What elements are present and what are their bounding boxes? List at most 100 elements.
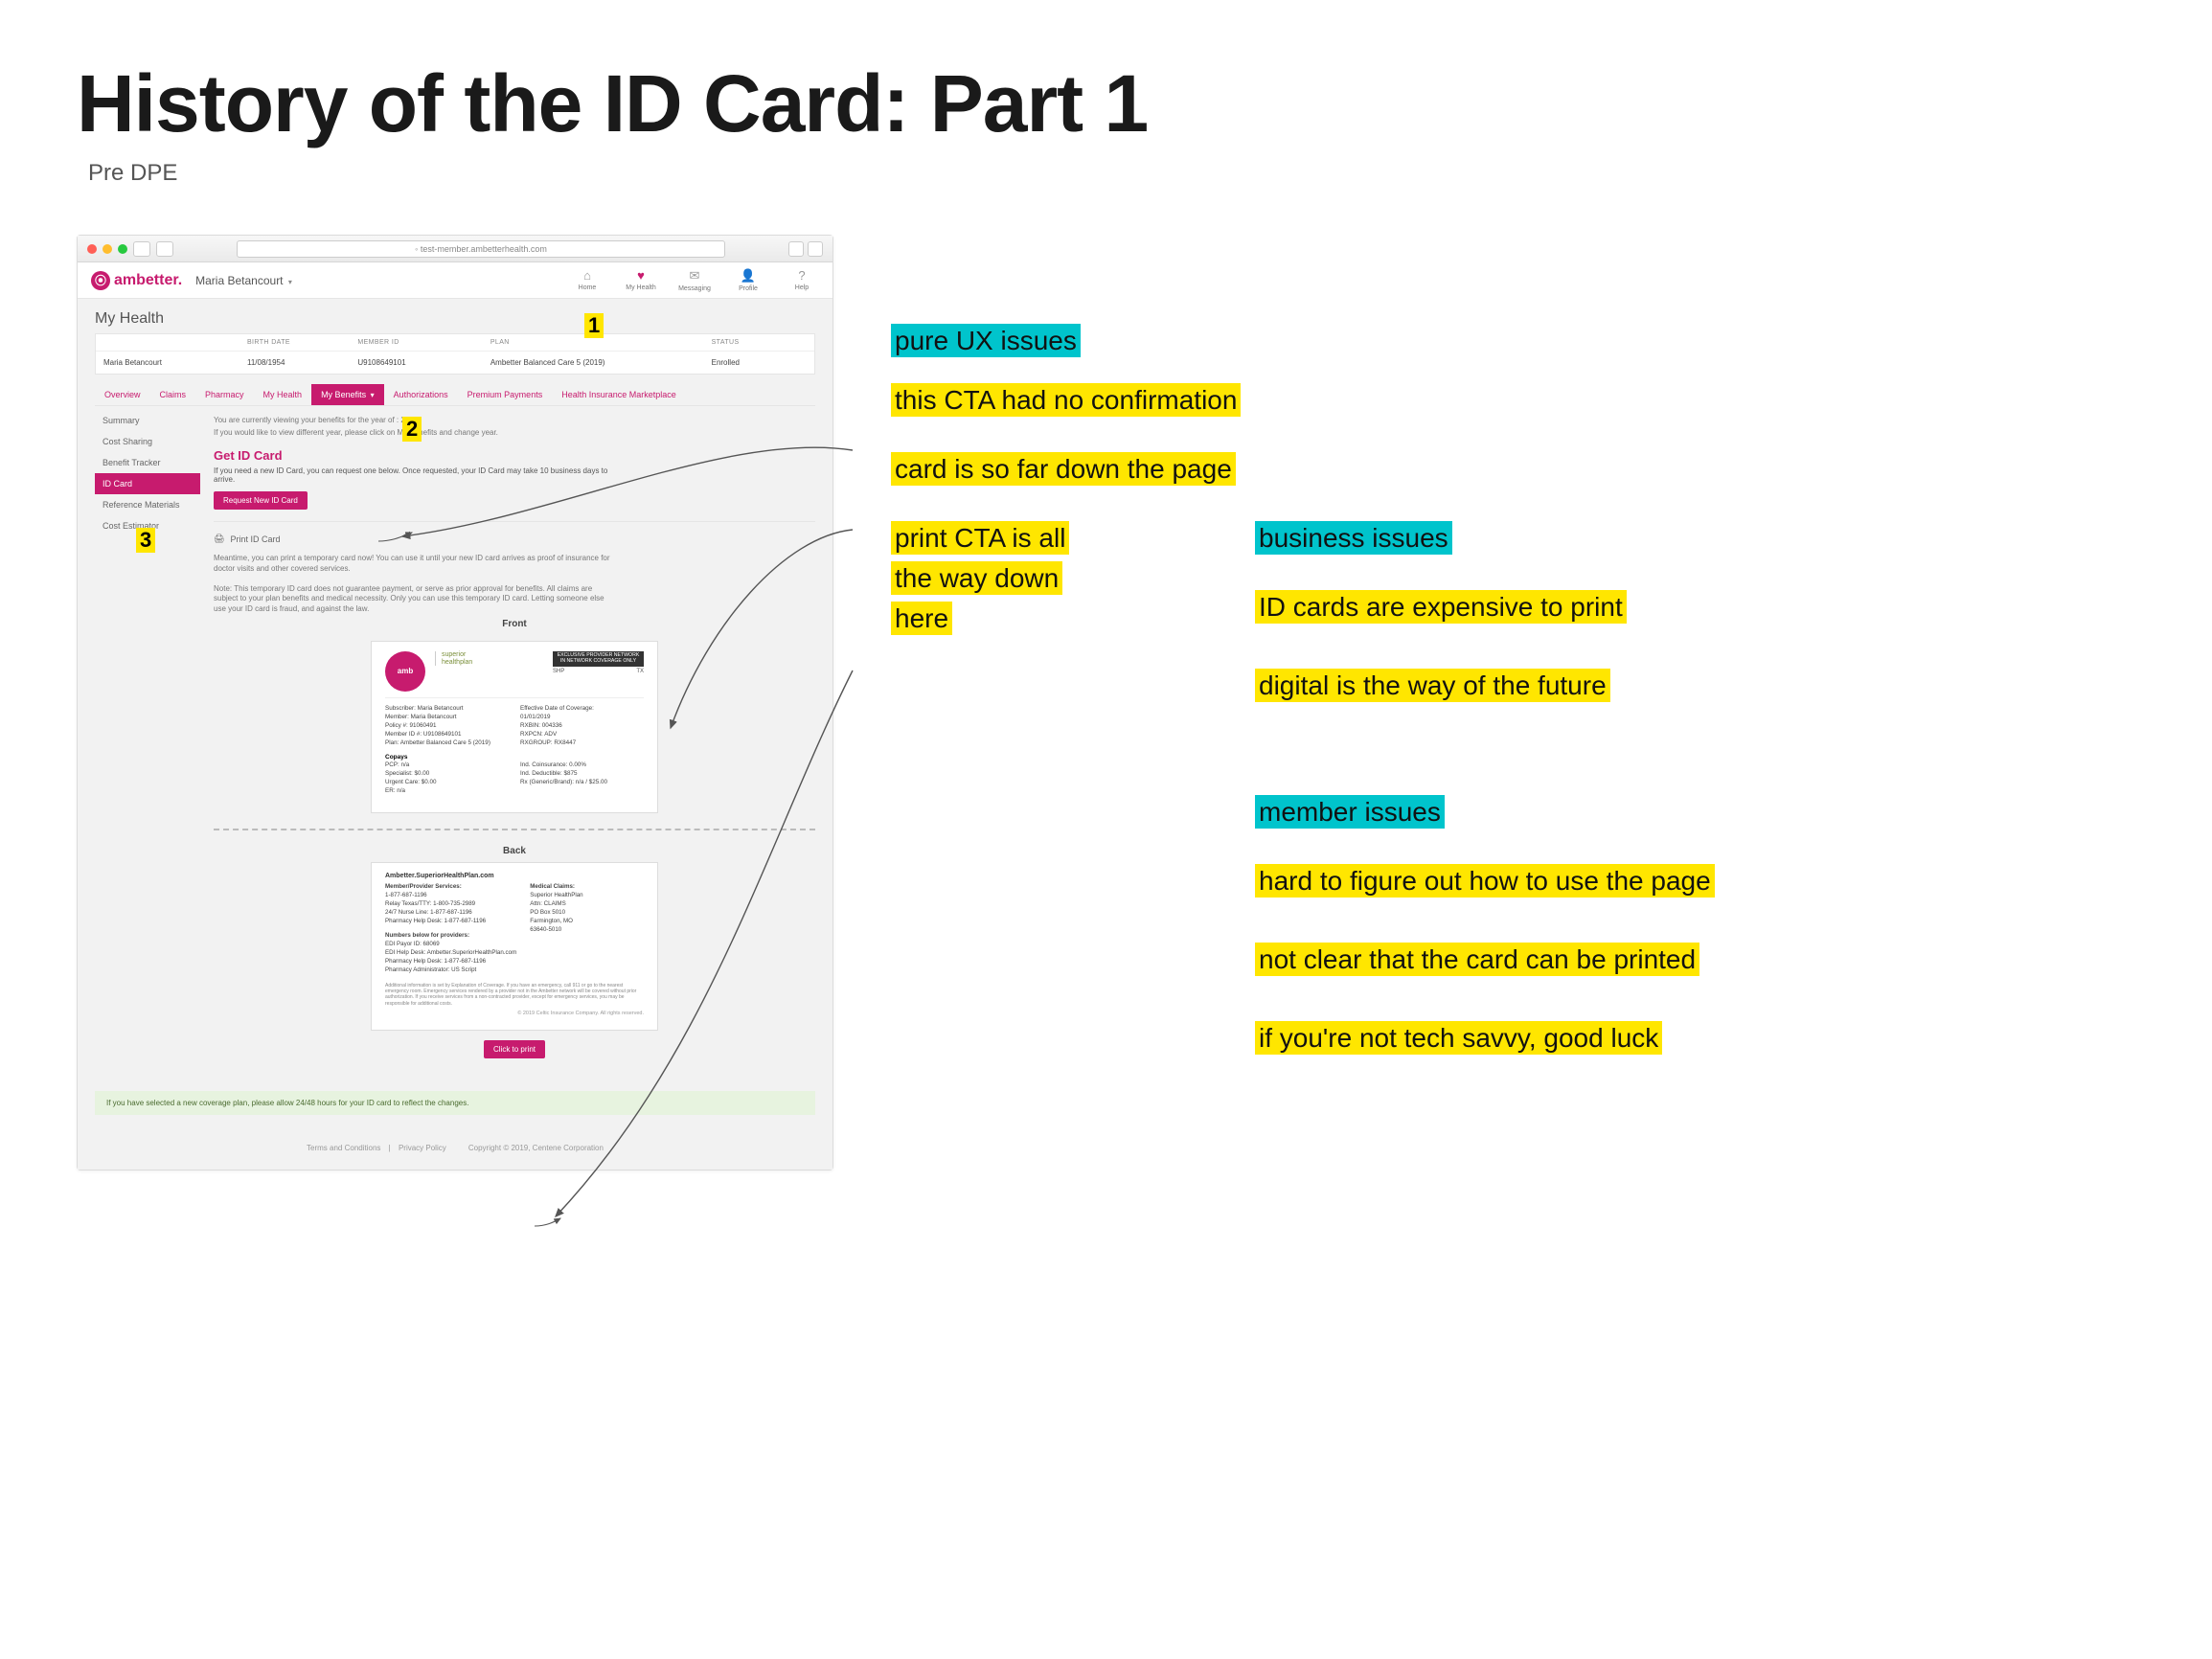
click-to-print-button[interactable]: Click to print [484,1040,545,1058]
close-dot[interactable] [87,244,97,254]
ambetter-logo[interactable]: ⦿ ambetter. [91,271,182,290]
help-icon: ? [798,268,805,283]
chevron-down-icon: ▾ [288,278,292,286]
year-notice-2: If you would like to view different year… [214,428,815,437]
mem-issue-1: hard to figure out how to use the page [1255,864,1715,898]
sidebar-benefit-tracker[interactable]: Benefit Tracker [95,452,200,473]
app-body: ⦿ ambetter. Maria Betancourt ▾ ⌂Home ♥My… [78,262,832,1170]
ux-issue-2: card is so far down the page [891,452,1236,486]
year-notice: You are currently viewing your benefits … [214,416,815,424]
biz-issue-1: ID cards are expensive to print [1255,590,1627,624]
nav-profile[interactable]: 👤Profile [731,268,765,292]
user-name: Maria Betancourt [195,274,283,287]
sidebar-reference[interactable]: Reference Materials [95,494,200,515]
forward-button[interactable] [156,241,173,257]
tabs: Overview Claims Pharmacy My Health My Be… [95,384,815,406]
back-label: Back [214,846,815,856]
copays-heading: Copays [385,754,644,761]
slide-title: History of the ID Card: Part 1 [77,57,2135,150]
tab-overview[interactable]: Overview [95,384,150,405]
nav-home[interactable]: ⌂Home [570,268,604,292]
footer-privacy[interactable]: Privacy Policy [399,1144,446,1152]
browser-right-icons [788,241,823,257]
nav-messaging[interactable]: ✉Messaging [677,268,712,292]
front-label: Front [214,619,815,629]
card-front-left: Subscriber: Maria Betancourt Member: Mar… [385,704,509,748]
share-icon[interactable] [788,241,804,257]
meantime-note: Meantime, you can print a temporary card… [214,554,616,575]
copays-right: Ind. Coinsurance: 0.00% Ind. Deductible:… [520,761,644,796]
member-issues-heading: member issues [1255,795,1445,829]
tabs-icon[interactable] [808,241,823,257]
dashed-divider [214,829,815,830]
divider [214,521,815,522]
back-button[interactable] [133,241,150,257]
biz-issue-2: digital is the way of the future [1255,669,1610,702]
ux-issue-3-line3: here [891,602,952,635]
back-url: Ambetter.SuperiorHealthPlan.com [385,873,644,879]
ux-issue-3-line1: print CTA is all [891,521,1069,555]
footer-terms[interactable]: Terms and Conditions [307,1144,380,1152]
back-right: Medical Claims: Superior HealthPlan Attn… [530,883,582,975]
id-card-back: Ambetter.SuperiorHealthPlan.com Member/P… [371,862,658,1031]
logo-text: ambetter. [114,272,182,289]
marker-3: 3 [136,528,155,553]
sidebar: Summary Cost Sharing Benefit Tracker ID … [95,406,200,1078]
url-bar[interactable]: ◦ test-member.ambetterhealth.com [237,240,725,258]
home-icon: ⌂ [583,268,591,283]
screenshot-column: 1 2 3 ◦ test-member.ambetterhealth.com [77,235,833,1170]
marker-2: 2 [402,417,422,442]
mail-icon: ✉ [690,268,700,284]
header-nav-icons: ⌂Home ♥My Health ✉Messaging 👤Profile ?He… [570,268,819,292]
card-sublogo: superior healthplan [435,651,472,666]
browser-top-bar: ◦ test-member.ambetterhealth.com [78,236,832,262]
card-copyright: © 2019 Celtic Insurance Company. All rig… [385,1011,644,1016]
business-issues-heading: business issues [1255,521,1452,555]
traffic-lights [87,244,127,254]
back-left: Member/Provider Services: 1-877-687-1196… [385,883,516,975]
tab-my-benefits[interactable]: My Benefits ▾ [311,384,384,405]
logo-mark: ⦿ [91,271,110,290]
tab-marketplace[interactable]: Health Insurance Marketplace [552,384,686,405]
sidebar-summary[interactable]: Summary [95,410,200,431]
ux-issue-1: this CTA had no confirmation [891,383,1241,417]
mem-issue-3: if you're not tech savvy, good luck [1255,1021,1662,1055]
temp-card-note: Note: This temporary ID card does not gu… [214,584,616,615]
network-badge: EXCLUSIVE PROVIDER NETWORK IN NETWORK CO… [553,651,644,667]
card-front-right: Effective Date of Coverage: 01/01/2019 R… [520,704,644,748]
nav-my-health[interactable]: ♥My Health [624,268,658,292]
get-id-card-title: Get ID Card [214,448,815,463]
tab-pharmacy[interactable]: Pharmacy [195,384,254,405]
get-id-card-sub: If you need a new ID Card, you can reque… [214,466,616,484]
slide-subtitle: Pre DPE [88,160,2135,187]
member-summary-table: BIRTH DATE MEMBER ID PLAN STATUS Maria B… [95,333,815,375]
tab-my-health[interactable]: My Health [254,384,312,405]
print-id-card-row[interactable]: 🖨 Print ID Card [214,534,815,544]
request-card-button[interactable]: Request New ID Card [214,491,308,510]
fine-print: Additional information is set by Explana… [385,983,644,1007]
browser-window: ◦ test-member.ambetterhealth.com ⦿ ambet… [77,235,833,1170]
maximize-dot[interactable] [118,244,127,254]
sidebar-id-card[interactable]: ID Card [95,473,200,494]
tab-claims[interactable]: Claims [150,384,196,405]
chevron-down-icon: ▾ [371,391,375,399]
copays-left: PCP: n/a Specialist: $0.00 Urgent Care: … [385,761,509,796]
mem-issue-2: not clear that the card can be printed [1255,943,1699,976]
heart-icon: ♥ [637,268,645,283]
main-column: You are currently viewing your benefits … [214,406,815,1078]
id-card-front: amb superior healthplan EXCLUSIVE PROVID… [371,641,658,813]
tab-authorizations[interactable]: Authorizations [384,384,458,405]
card-logo: amb [385,651,425,692]
print-icon: 🖨 [214,534,224,544]
user-dropdown[interactable]: Maria Betancourt ▾ [195,274,292,287]
app-header: ⦿ ambetter. Maria Betancourt ▾ ⌂Home ♥My… [78,262,832,299]
annotations-column: pure UX issues this CTA had no confirmat… [891,235,2135,1170]
minimize-dot[interactable] [103,244,112,254]
tab-premium-payments[interactable]: Premium Payments [458,384,553,405]
nav-help[interactable]: ?Help [785,268,819,292]
page-title: My Health [78,299,832,333]
marker-1: 1 [584,313,604,338]
footer-copyright: Copyright © 2019, Centene Corporation [468,1144,604,1152]
profile-icon: 👤 [741,268,756,284]
sidebar-cost-sharing[interactable]: Cost Sharing [95,431,200,452]
